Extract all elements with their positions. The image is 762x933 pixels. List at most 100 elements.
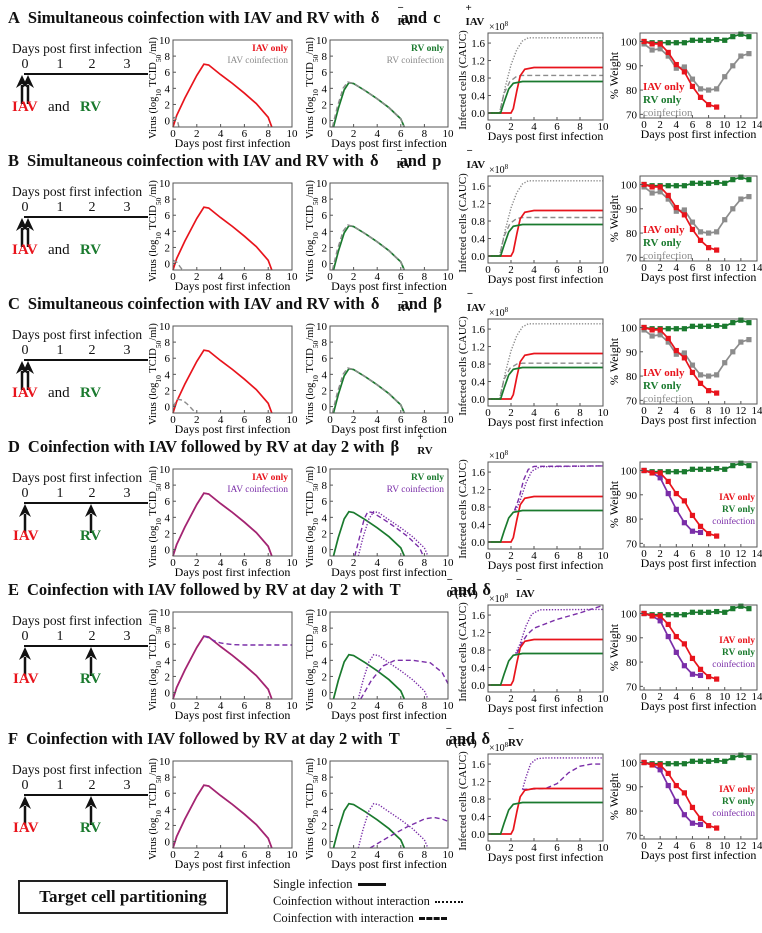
data-point (657, 618, 663, 624)
x-tick-label: 12 (735, 548, 746, 560)
data-point (714, 179, 720, 186)
data-point (673, 183, 679, 189)
x-tick-label: 4 (218, 849, 224, 861)
y-tick-label: 0.0 (471, 680, 485, 692)
y-tick-label: 8 (165, 51, 171, 63)
data-point (697, 37, 704, 43)
series-line (203, 635, 292, 646)
timeline-tick: 1 (56, 629, 64, 644)
x-tick-label: 8 (422, 414, 428, 426)
y-tick-label: 0 (322, 402, 328, 414)
data-point (722, 217, 728, 223)
series-line (357, 653, 429, 700)
y-tick-label: 8 (165, 480, 171, 492)
y-tick-label: 1.6 (471, 759, 485, 771)
series-line (643, 612, 701, 677)
y-tick-label: 8 (322, 194, 328, 206)
legend-entry: IAV coinfection (227, 55, 288, 66)
x-tick-label: 4 (674, 548, 680, 560)
y-tick-label: 8 (322, 51, 328, 63)
y-tick-label: 0.0 (471, 108, 485, 120)
panel-letter: E (8, 580, 20, 599)
parameter-symbol: p − IAV (432, 145, 486, 171)
series-line (643, 761, 701, 826)
data-point (681, 212, 687, 218)
y-tick-label: 1.2 (471, 485, 485, 497)
data-point (697, 523, 704, 529)
x-axis-label: Days post first infection (488, 129, 604, 143)
x-tick-label: 4 (374, 557, 380, 569)
x-tick-label: 14 (752, 119, 762, 131)
panel-title: B Simultaneous coinfection with IAV and R… (8, 145, 486, 171)
y-axis-label: Virus (log10 TCID50/ml) (148, 466, 163, 568)
panel-d: D Coinfection with IAV followed by RV at … (0, 429, 762, 579)
data-point (673, 612, 679, 618)
timeline-axis (24, 359, 148, 361)
x-tick-label: 2 (657, 548, 663, 560)
plot-frame (639, 461, 758, 548)
x-axis-label: Days post first infection (488, 850, 604, 864)
y-tick-label: 1.6 (471, 324, 485, 336)
data-point (657, 189, 663, 195)
y-tick-label: 1.2 (471, 628, 485, 640)
x-tick-label: 10 (287, 557, 299, 569)
data-point (641, 759, 647, 766)
y-tick-label: 0 (165, 402, 171, 414)
timeline-tick: 0 (21, 343, 29, 358)
y-tick-label: 6 (165, 210, 171, 222)
data-point (649, 41, 655, 47)
x-tick-label: 10 (443, 557, 455, 569)
x-tick-label: 6 (242, 700, 248, 712)
legend-entry: IAV only (719, 785, 755, 795)
y-tick-label: 0 (165, 837, 171, 849)
timeline-tick: 3 (123, 57, 131, 72)
y-tick-label: 0 (165, 545, 171, 557)
rv-inoculation-arrow-icon (22, 218, 34, 231)
cells-plot: 0 2 4 6 8 10 0.0 0.4 0.8 1.2 1.6 Days post first in… (457, 306, 609, 429)
rv-label: RV (80, 99, 102, 115)
data-point (689, 528, 696, 534)
series-line (488, 180, 603, 257)
y-tick-label: 0.4 (471, 663, 485, 675)
panel-e: E Coinfection with IAV followed by RV at … (0, 572, 762, 722)
timeline-tick: 0 (21, 486, 29, 501)
y-tick-label: 90 (626, 204, 638, 216)
data-point (697, 666, 704, 672)
y-tick-label: 6 (322, 496, 328, 508)
series-line (488, 352, 603, 400)
legend-coinfection-interaction: Coinfection with interaction (273, 910, 463, 927)
timeline-tick: 0 (21, 200, 29, 215)
data-point (673, 347, 679, 354)
x-axis-label: Days post first infection (331, 857, 447, 871)
data-point (730, 34, 736, 40)
y-tick-label: 80 (626, 228, 638, 240)
data-point (697, 609, 704, 615)
y-tick-label: 90 (626, 633, 638, 645)
timeline-axis (24, 502, 148, 504)
x-tick-label: 0 (485, 550, 491, 562)
x-tick-label: 10 (598, 550, 610, 562)
data-point (697, 94, 704, 100)
data-point (714, 608, 720, 615)
data-point (697, 229, 704, 235)
plot-frame (487, 318, 604, 407)
x-tick-label: 6 (554, 550, 560, 562)
x-tick-label: 8 (265, 414, 271, 426)
x-tick-label: 10 (598, 264, 610, 276)
data-point (681, 64, 687, 70)
y-tick-label: 10 (316, 35, 328, 47)
data-point (714, 825, 720, 831)
timeline-tick: 1 (56, 486, 64, 501)
y-tick-label: 0.8 (471, 73, 485, 85)
y-tick-label: 4 (165, 804, 171, 816)
data-point (746, 34, 752, 40)
y-tick-label: 2 (165, 242, 171, 254)
data-point (657, 767, 663, 773)
y-tick-label: 80 (626, 371, 638, 383)
panel-title-text: Simultaneous coinfection with IAV and RV… (27, 8, 365, 27)
plot-frame (639, 604, 758, 691)
legend-entry: RV only (722, 797, 755, 807)
timeline-tick: 2 (88, 486, 96, 501)
